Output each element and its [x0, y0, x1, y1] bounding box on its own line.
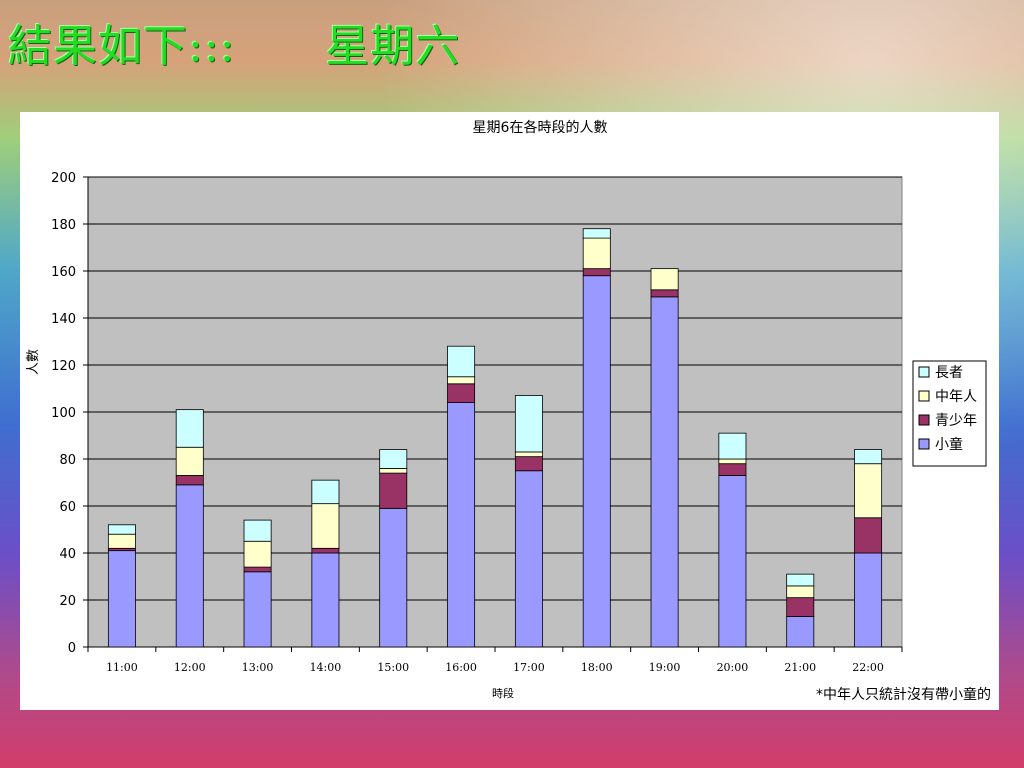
y-tick-label: 40: [59, 547, 76, 562]
x-tick-label: 17:00: [513, 661, 545, 674]
bar-segment: [107, 550, 136, 648]
y-tick-label: 80: [59, 453, 76, 468]
legend-swatch: [918, 366, 930, 378]
bar-segment: [243, 566, 272, 573]
bar-segment: [379, 472, 408, 509]
bar-segment: [175, 446, 204, 476]
bar-segment: [514, 456, 543, 472]
bar-segment: [447, 345, 476, 378]
bar-segment: [379, 449, 408, 469]
y-tick-label: 20: [59, 594, 76, 609]
bar-segment: [582, 275, 611, 648]
bar-segment: [311, 547, 340, 554]
chart-title: 星期6在各時段的人數: [473, 120, 608, 136]
x-tick-label: 22:00: [852, 661, 884, 674]
legend-swatch: [918, 438, 930, 450]
y-tick-label: 180: [51, 218, 76, 233]
bar-segment: [379, 467, 408, 474]
legend-label: 青少年: [935, 413, 977, 429]
x-tick-label: 12:00: [174, 661, 206, 674]
chart-footnote: *中年人只統計沒有帶小童的: [816, 687, 991, 703]
y-tick-label: 60: [59, 500, 76, 515]
bar-segment: [311, 479, 340, 505]
chart-panel: 0 20 40 60 80 100 120 140 160 180 200 11:00 12:00 13:…: [20, 112, 999, 710]
slide-title: 結果如下::: 星期六: [8, 10, 460, 74]
bar-segment: [175, 409, 204, 448]
legend-label: 小童: [935, 436, 963, 453]
bar-segment: [786, 585, 815, 599]
bar-segment: [582, 268, 611, 277]
bar-segment: [718, 463, 747, 476]
stacked-bar-chart: 0 20 40 60 80 100 120 140 160 180 200 11:00 12:00 13:…: [26, 120, 987, 700]
bar-segment: [718, 458, 747, 465]
bar-segment: [379, 507, 408, 648]
bar-segment: [243, 571, 272, 648]
bar-segment: [514, 451, 543, 458]
x-tick-label: 19:00: [649, 661, 681, 674]
bar-segment: [107, 533, 136, 549]
bar-segment: [650, 268, 679, 291]
x-axis-label: 時段: [492, 686, 514, 700]
y-tick-label: 120: [51, 359, 76, 374]
bar-segment: [718, 432, 747, 460]
slide-title-main: 結果如下:::: [8, 21, 236, 72]
bar-segment: [854, 463, 883, 519]
bar-segment: [311, 552, 340, 648]
bar-segment: [650, 289, 679, 298]
y-tick-label: 140: [51, 312, 76, 327]
x-tick-label: 21:00: [784, 661, 816, 674]
bar-segment: [175, 475, 204, 486]
bar-segment: [447, 383, 476, 403]
bar-segment: [854, 552, 883, 648]
bar-segment: [786, 616, 815, 648]
y-tick-label: 100: [51, 406, 76, 421]
x-tick-label: 13:00: [242, 661, 274, 674]
x-tick-label: 11:00: [106, 661, 138, 674]
bar-segment: [175, 484, 204, 648]
y-tick-label: 160: [51, 265, 76, 280]
x-tick-label: 14:00: [310, 661, 342, 674]
legend-swatch: [918, 414, 930, 426]
x-tick-label: 15:00: [377, 661, 409, 674]
bar-segment: [582, 228, 611, 239]
bar-segment: [514, 395, 543, 453]
bar-segment: [243, 519, 272, 542]
bar-segment: [718, 475, 747, 648]
bar-segment: [650, 296, 679, 648]
bar-segment: [107, 524, 136, 535]
legend-label: 長者: [935, 365, 963, 381]
bar-segment: [582, 237, 611, 270]
bar-segment: [514, 470, 543, 648]
bar-segment: [243, 540, 272, 568]
bar-segment: [854, 517, 883, 554]
x-tick-label: 18:00: [581, 661, 613, 674]
legend-swatch: [918, 390, 930, 402]
y-axis-label: 人數: [26, 349, 41, 375]
bar-segment: [786, 597, 815, 617]
x-tick-label: 20:00: [717, 661, 749, 674]
bar-segment: [854, 449, 883, 465]
slide-title-day: 星期六: [325, 21, 461, 72]
bar-segment: [447, 402, 476, 648]
y-tick-label: 0: [68, 641, 76, 656]
bar-segment: [311, 503, 340, 549]
legend-label: 中年人: [935, 389, 977, 405]
bar-segment: [447, 376, 476, 385]
x-tick-label: 16:00: [445, 661, 477, 674]
bar-segment: [786, 573, 815, 587]
y-tick-label: 200: [51, 171, 76, 186]
